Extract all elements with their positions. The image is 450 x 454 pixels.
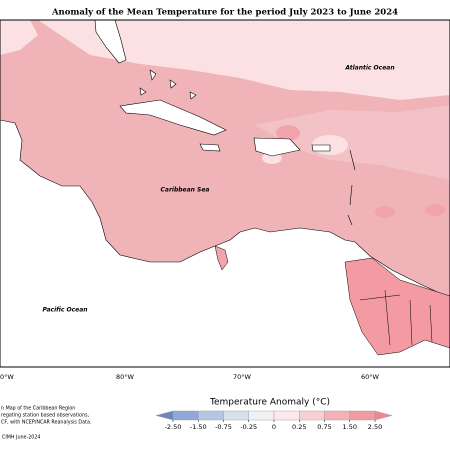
- cuba: [119, 99, 227, 136]
- footnote-credit: CIMH June-2024: [2, 435, 40, 441]
- puerto-rico: [311, 144, 331, 152]
- florida: [94, 19, 127, 64]
- borders: [359, 289, 433, 346]
- colorbar-bin: [223, 410, 249, 421]
- land-and-pacific: [0, 119, 450, 368]
- colorbar-extend: [155, 410, 174, 421]
- colorbar-tick-label: 2.50: [368, 423, 382, 431]
- longitude-label: 80°W: [116, 373, 135, 381]
- colorbar-bin: [273, 410, 300, 421]
- longitude-label: 70°W: [233, 373, 252, 381]
- small-islands: [139, 69, 356, 226]
- ocean-label: Atlantic Ocean: [344, 65, 394, 72]
- sea-label: Caribbean Sea: [161, 187, 210, 194]
- warm-spot: [375, 206, 395, 218]
- map-title: Anomaly of the Mean Temperature for the …: [51, 8, 398, 18]
- colorbar-extend: [374, 410, 393, 421]
- footnote-line: CF, with NCEP/NCAR Reanalysis Data.: [1, 420, 91, 426]
- light-anomaly-zone: [0, 20, 38, 55]
- colorbar-tick-label: -2.50: [165, 423, 182, 431]
- colorbar-tick-label: -1.50: [190, 423, 207, 431]
- longitude-label: 0°W: [0, 373, 14, 381]
- colorbar-bin: [248, 410, 275, 421]
- colorbar-bin: [299, 410, 325, 421]
- colorbar-bin: [324, 410, 350, 421]
- warm-spot: [276, 125, 300, 141]
- colorbar-tick-label: 0.25: [292, 423, 306, 431]
- colorbar-tick-label: -0.25: [240, 423, 257, 431]
- footnote-line: n Map of the Caribbean Region: [1, 406, 75, 412]
- map: Atlantic Ocean Caribbean Sea Pacific Oce…: [0, 19, 450, 368]
- colorbar: -2.50 -1.50 -0.75 -0.25 0 0.25 0.75 1.50 2.50: [155, 410, 393, 431]
- light-anomaly-zone: [38, 20, 450, 100]
- map-frame: [0, 19, 450, 368]
- jamaica: [199, 143, 221, 152]
- ocean-label: Pacific Ocean: [42, 307, 87, 314]
- colorbar-tick-label: 0.75: [317, 423, 331, 431]
- colorbar-tick-label: -0.75: [215, 423, 232, 431]
- colorbar-bin: [198, 410, 224, 421]
- lake: [214, 245, 229, 271]
- colorbar-tick-label: 1.50: [343, 423, 357, 431]
- hispaniola: [253, 137, 301, 157]
- warm-land-zone: [344, 257, 450, 356]
- colorbar-bin: [349, 410, 376, 421]
- colorbar-bin: [172, 410, 199, 421]
- colorbar-tick-label: 0: [272, 423, 276, 431]
- warm-spot: [425, 204, 445, 216]
- longitude-label: 60°W: [361, 373, 380, 381]
- legend-title: Temperature Anomaly (°C): [209, 398, 330, 408]
- footnote-line: regating station based observations,: [1, 413, 90, 419]
- mid-anomaly-zone: [255, 105, 450, 180]
